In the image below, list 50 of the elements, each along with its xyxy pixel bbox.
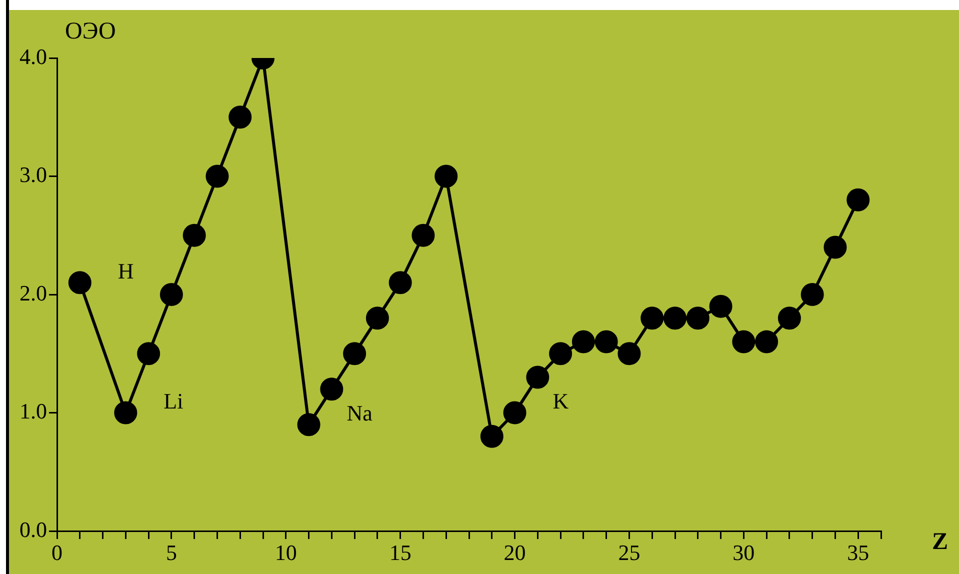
x-tick-label: 15 bbox=[389, 540, 412, 565]
point bbox=[160, 283, 183, 306]
point bbox=[388, 271, 412, 294]
point bbox=[755, 330, 778, 354]
point bbox=[343, 342, 366, 366]
point bbox=[778, 306, 801, 330]
point bbox=[297, 413, 320, 436]
point bbox=[366, 306, 389, 330]
point bbox=[549, 342, 572, 366]
annotation: K bbox=[552, 388, 569, 414]
point bbox=[320, 378, 344, 401]
y-tick-label: 4.0 bbox=[20, 44, 47, 69]
point bbox=[800, 283, 824, 306]
point bbox=[640, 306, 664, 330]
x-tick-label: 30 bbox=[732, 540, 755, 565]
annotation: H bbox=[118, 258, 134, 284]
point bbox=[846, 188, 870, 212]
y-tick-label: 0.0 bbox=[20, 516, 47, 542]
point bbox=[686, 306, 710, 330]
point bbox=[480, 424, 504, 448]
point bbox=[709, 294, 732, 318]
x-tick-label: 20 bbox=[504, 540, 526, 565]
point bbox=[137, 342, 160, 366]
point bbox=[732, 330, 756, 354]
x-tick-label: 25 bbox=[618, 540, 640, 565]
y-tick-label: 2.0 bbox=[20, 280, 47, 306]
x-axis-title: Z bbox=[932, 529, 948, 556]
y-axis-title: ОЭО bbox=[65, 18, 116, 44]
annotation: Na bbox=[346, 400, 373, 426]
x-tick-label: 10 bbox=[274, 540, 297, 565]
point bbox=[824, 236, 847, 259]
point bbox=[206, 164, 229, 188]
point bbox=[503, 401, 526, 424]
point bbox=[228, 106, 252, 129]
y-tick-label: 1.0 bbox=[20, 398, 47, 424]
point bbox=[114, 401, 138, 424]
point bbox=[618, 342, 641, 366]
x-tick-label: 35 bbox=[847, 540, 870, 565]
y-tick-label: 3.0 bbox=[20, 162, 47, 188]
x-tick-label: 5 bbox=[166, 540, 177, 565]
annotation: Li bbox=[164, 388, 184, 414]
point bbox=[526, 366, 550, 389]
point bbox=[412, 224, 435, 247]
point bbox=[68, 271, 92, 294]
point bbox=[664, 306, 686, 330]
point bbox=[182, 224, 206, 247]
point bbox=[434, 164, 458, 188]
point bbox=[594, 330, 618, 354]
x-tick-label: 0 bbox=[52, 540, 62, 565]
point bbox=[572, 330, 595, 354]
